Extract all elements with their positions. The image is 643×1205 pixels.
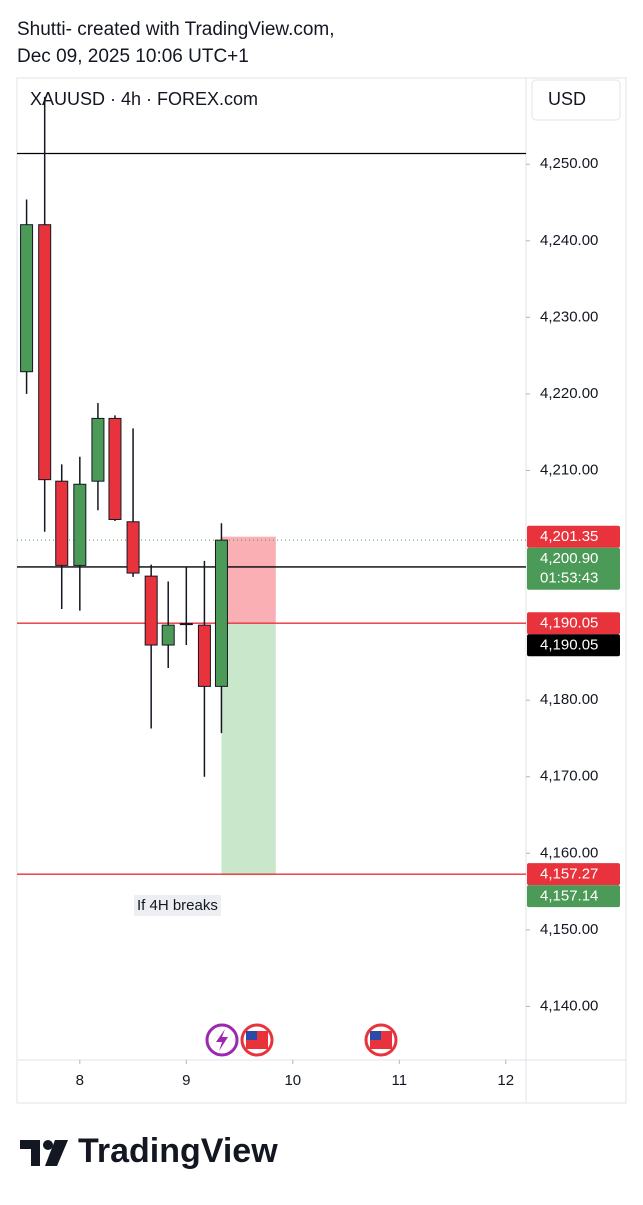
price-label-bg: [527, 885, 620, 908]
x-tick-label: 9: [182, 1072, 190, 1089]
candle-body: [108, 417, 122, 520]
price-label: 4,200.90: [540, 550, 598, 567]
stop-zone: [221, 536, 276, 624]
x-tick-label: 10: [284, 1072, 301, 1089]
countdown: 01:53:43: [540, 570, 598, 587]
y-tick-label: 4,210.00: [540, 461, 598, 478]
candle-body: [38, 224, 52, 481]
currency-box[interactable]: [531, 79, 621, 121]
y-tick-label: 4,220.00: [540, 385, 598, 402]
candle-body: [91, 417, 105, 482]
price-label: 4,201.35: [540, 528, 598, 545]
target-zone: [221, 623, 276, 876]
candle-body: [197, 624, 211, 687]
y-tick-label: 4,150.00: [540, 921, 598, 938]
lightning: [216, 1029, 228, 1051]
y-tick-label: 4,230.00: [540, 308, 598, 325]
x-tick-label: 8: [76, 1072, 84, 1089]
header-line: Shutti- created with TradingView.com,: [17, 19, 335, 40]
x-tick-label: 11: [391, 1072, 407, 1089]
price-label-bg: [527, 612, 620, 635]
price-label-bg: [527, 634, 620, 657]
brand: TradingView: [78, 1132, 278, 1170]
y-tick-label: 4,180.00: [540, 691, 598, 708]
panel-border: [16, 77, 627, 1104]
y-tick-label: 4,240.00: [540, 232, 598, 249]
y-tick-label: 4,170.00: [540, 768, 598, 785]
y-tick-label: 4,140.00: [540, 997, 598, 1014]
symbol-title: XAUUSD · 4h · FOREX.com: [30, 89, 258, 109]
candle-body: [126, 521, 140, 574]
candle-body: [55, 480, 69, 566]
flag: [370, 1031, 381, 1040]
candle-body: [73, 483, 87, 566]
price-label-bg: [527, 525, 620, 548]
x-tick-label: 12: [497, 1072, 514, 1089]
candle-body: [179, 623, 193, 626]
price-label-bg: [527, 547, 620, 590]
y-tick-label: 4,250.00: [540, 155, 598, 172]
candle-body: [214, 539, 228, 687]
price-label: 4,157.14: [540, 888, 598, 905]
currency: USD: [548, 89, 586, 109]
price-label: 4,190.05: [540, 615, 598, 632]
price-label: 4,157.27: [540, 866, 598, 883]
candle-body: [144, 575, 158, 646]
annotation: If 4H breaks: [137, 897, 218, 914]
annotation-bg: [134, 894, 221, 916]
logo: [20, 1140, 68, 1166]
flag: [246, 1031, 257, 1040]
header-line: Dec 09, 2025 10:06 UTC+1: [17, 46, 249, 67]
events: [205, 1023, 398, 1057]
price-label-bg: [527, 863, 620, 886]
candle-body: [161, 624, 175, 646]
candle-body: [20, 224, 34, 373]
y-tick-label: 4,160.00: [540, 844, 598, 861]
price-label: 4,190.05: [540, 637, 598, 654]
